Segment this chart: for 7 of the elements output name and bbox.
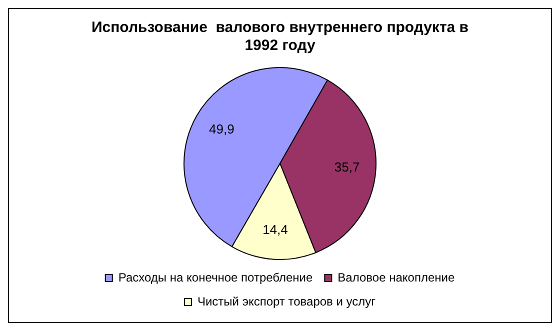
data-label: 14,4 [262,222,288,238]
data-label: 35,7 [334,160,360,175]
legend-label: Валовое накопление [338,270,455,284]
data-label: 49,9 [209,122,234,137]
legend-label: Расходы на конечное потребление [118,270,314,284]
legend-label: Чистый экспорт товаров и услуг [197,294,376,308]
chart-title: Использование валового внутреннего продукта в 1992 году [91,19,469,54]
